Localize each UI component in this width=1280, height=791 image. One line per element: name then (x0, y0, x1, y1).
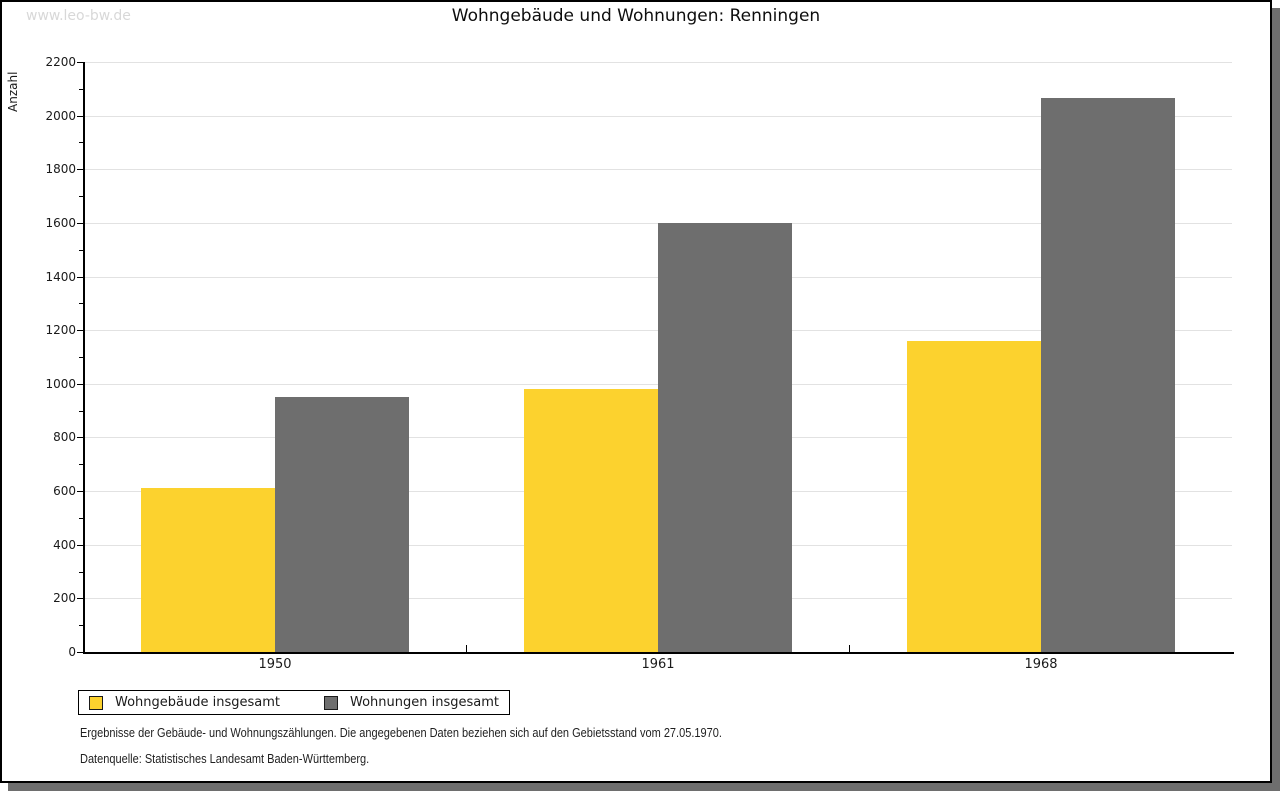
y-tick-label-1400: 1400 (45, 270, 76, 284)
y-major-tick-2000 (77, 116, 83, 117)
chart-title: Wohngebäude und Wohnungen: Renningen (451, 6, 821, 26)
legend-label: Wohngebäude insgesamt (115, 695, 280, 710)
y-tick-label-800: 800 (53, 430, 76, 444)
x-tick-label-1968: 1968 (1024, 657, 1058, 672)
y-major-tick-1800 (77, 169, 83, 170)
gridline-1800 (84, 169, 1232, 170)
y-minor-tick-1100 (79, 357, 83, 358)
watermark-url: www.leo-bw.de (26, 8, 131, 24)
y-minor-tick-100 (79, 625, 83, 626)
bar-wohngebäude-insgesamt-1961 (524, 389, 658, 652)
y-tick-label-1600: 1600 (45, 216, 76, 230)
x-boundary-tick (849, 645, 850, 652)
legend-swatch-gray (324, 695, 338, 710)
y-major-tick-1600 (77, 223, 83, 224)
y-major-tick-1400 (77, 277, 83, 278)
y-tick-label-1200: 1200 (45, 323, 76, 337)
y-major-tick-800 (77, 437, 83, 438)
x-axis-line (83, 652, 1234, 654)
y-tick-label-2200: 2200 (45, 55, 76, 69)
data-source: Datenquelle: Statistisches Landesamt Bad… (80, 752, 370, 766)
x-tick-label-1961: 1961 (641, 657, 675, 672)
y-tick-label-1800: 1800 (45, 162, 76, 176)
y-minor-tick-900 (79, 411, 83, 412)
legend-label: Wohnungen insgesamt (350, 695, 499, 710)
y-tick-label-200: 200 (53, 591, 76, 605)
legend-item-wohngebäude-insgesamt: Wohngebäude insgesamt (89, 695, 280, 710)
y-major-tick-1200 (77, 330, 83, 331)
legend-item-wohnungen-insgesamt: Wohnungen insgesamt (324, 695, 499, 710)
x-boundary-tick (466, 645, 467, 652)
y-axis-line (83, 62, 85, 654)
y-minor-tick-1700 (79, 196, 83, 197)
bar-wohngebäude-insgesamt-1968 (907, 341, 1041, 652)
y-tick-label-400: 400 (53, 538, 76, 552)
y-minor-tick-700 (79, 464, 83, 465)
gridline-2200 (84, 62, 1232, 63)
y-major-tick-2200 (77, 62, 83, 63)
y-minor-tick-500 (79, 518, 83, 519)
legend-swatch-yellow (89, 695, 103, 710)
y-minor-tick-1300 (79, 303, 83, 304)
chart-legend: Wohngebäude insgesamt Wohnungen insgesamt (78, 690, 510, 715)
y-tick-label-2000: 2000 (45, 109, 76, 123)
bar-wohnungen-insgesamt-1950 (275, 397, 409, 652)
gridline-2000 (84, 116, 1232, 117)
source-note: Ergebnisse der Gebäude- und Wohnungszähl… (80, 726, 722, 740)
y-tick-label-1000: 1000 (45, 377, 76, 391)
y-major-tick-200 (77, 598, 83, 599)
y-minor-tick-1500 (79, 250, 83, 251)
y-major-tick-600 (77, 491, 83, 492)
bar-chart-plot-area: 1950 1961 1968 0 200 400 600 800 1000 1200 1400 160… (2, 2, 1270, 781)
y-tick-label-600: 600 (53, 484, 76, 498)
y-major-tick-1000 (77, 384, 83, 385)
y-tick-label-0: 0 (68, 645, 76, 659)
y-minor-tick-1900 (79, 142, 83, 143)
y-major-tick-0 (77, 652, 83, 653)
y-minor-tick-2100 (79, 89, 83, 90)
bar-wohnungen-insgesamt-1961 (658, 223, 792, 652)
bar-wohngebäude-insgesamt-1950 (141, 488, 275, 652)
y-minor-tick-300 (79, 572, 83, 573)
bar-wohnungen-insgesamt-1968 (1041, 98, 1175, 652)
y-major-tick-400 (77, 545, 83, 546)
x-tick-label-1950: 1950 (258, 657, 292, 672)
